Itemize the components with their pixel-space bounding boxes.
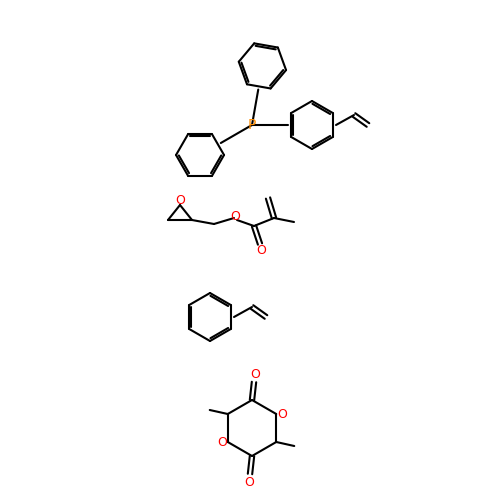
Text: O: O	[230, 210, 240, 222]
Text: O: O	[217, 436, 226, 448]
Text: O: O	[250, 368, 260, 380]
Text: O: O	[278, 408, 287, 420]
Text: O: O	[244, 476, 254, 488]
Text: O: O	[175, 194, 185, 206]
Text: O: O	[256, 244, 266, 258]
Text: P: P	[248, 118, 256, 132]
